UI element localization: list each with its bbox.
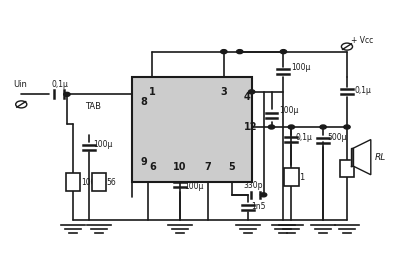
Text: 12: 12 [244,122,257,132]
Text: 8: 8 [140,97,147,107]
Text: 56: 56 [107,178,116,187]
Circle shape [342,43,352,50]
Circle shape [260,193,267,197]
Circle shape [268,125,275,129]
Text: 100μ: 100μ [93,140,112,149]
Circle shape [320,125,326,129]
Text: RL: RL [375,153,386,162]
Circle shape [280,50,286,54]
Text: 1: 1 [299,173,304,182]
Text: TAB: TAB [85,102,101,112]
Text: 100μ: 100μ [280,106,299,115]
Text: 5: 5 [228,162,235,172]
Circle shape [248,90,255,94]
Text: 0,1μ: 0,1μ [295,133,312,141]
Text: 500μ: 500μ [327,133,347,141]
Text: + Vcc: + Vcc [351,36,373,45]
Polygon shape [353,139,371,175]
Text: Uin: Uin [13,80,27,89]
Text: 4: 4 [244,92,250,102]
Bar [66,173,80,191]
Polygon shape [351,148,353,166]
Circle shape [344,125,350,129]
Bar [92,173,106,191]
Circle shape [16,101,27,108]
Text: 9: 9 [140,157,147,167]
Text: 1n5: 1n5 [252,202,266,211]
Text: 100μ: 100μ [291,64,311,72]
Text: 0,1μ: 0,1μ [355,86,372,95]
Circle shape [288,125,294,129]
Bar [284,168,298,186]
Text: 100k: 100k [81,178,100,187]
Circle shape [221,50,227,54]
Text: 3: 3 [220,87,227,97]
Text: 7: 7 [204,162,211,172]
Bar [340,160,354,177]
Text: 100μ: 100μ [184,182,204,190]
Text: 1: 1 [149,87,156,97]
Text: 330p: 330p [244,181,263,190]
Text: 6: 6 [149,162,156,172]
Circle shape [64,92,70,96]
Bar [132,77,252,182]
Text: 0,1μ: 0,1μ [51,80,68,89]
Circle shape [236,50,243,54]
Text: 10: 10 [173,162,187,172]
